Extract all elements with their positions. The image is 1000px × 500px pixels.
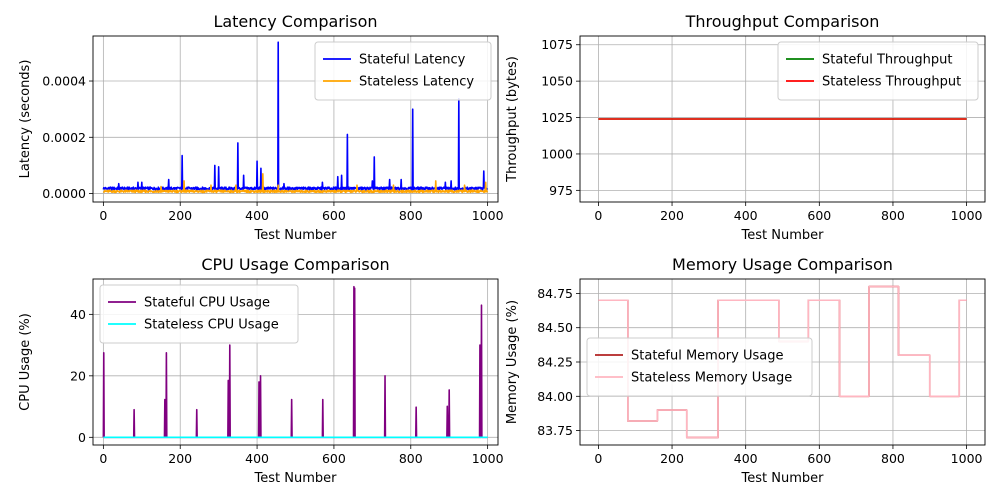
legend-label: Stateful CPU Usage bbox=[144, 296, 270, 311]
y-tick-label: 1025 bbox=[541, 110, 573, 125]
x-tick-label: 1000 bbox=[951, 208, 983, 223]
axes-frame bbox=[92, 278, 499, 446]
plot-area bbox=[102, 285, 488, 439]
chart-throughput: Throughput Comparison 0 200 400 600 800 1000 97… bbox=[505, 12, 986, 243]
legend-label: Stateless CPU Usage bbox=[144, 318, 279, 333]
y-axis-label: Throughput (bytes) bbox=[505, 56, 520, 183]
legend-box bbox=[777, 41, 979, 101]
x-tick-label: 400 bbox=[734, 208, 758, 223]
y-tick-label: 40 bbox=[70, 307, 86, 322]
x-tick-label: 0 bbox=[594, 208, 602, 223]
x-tick-label: 800 bbox=[399, 451, 423, 466]
series-line-0 bbox=[102, 41, 488, 191]
y-tick-label: 0.0004 bbox=[42, 74, 86, 89]
y-tick-label: 0 bbox=[78, 430, 86, 445]
y-tick-label: 975 bbox=[549, 183, 573, 198]
x-tick-label: 800 bbox=[881, 208, 905, 223]
x-axis-label: Test Number bbox=[254, 471, 338, 486]
y-tick-label: 84.75 bbox=[537, 286, 573, 301]
chart-latency: Latency Comparison 0 200 400 600 800 1000 0.000… bbox=[18, 12, 504, 243]
x-tick-label: 600 bbox=[807, 451, 831, 466]
legend-box bbox=[314, 41, 492, 101]
x-tick-label: 600 bbox=[322, 208, 346, 223]
series-line-1 bbox=[598, 285, 967, 439]
axes-frame bbox=[92, 35, 499, 203]
x-tick-label: 200 bbox=[168, 451, 192, 466]
y-axis-label: Latency (seconds) bbox=[18, 60, 33, 179]
legend: Stateful Throughput Stateless Throughput bbox=[777, 41, 979, 101]
y-tick-label: 1000 bbox=[541, 146, 573, 161]
y-tick-label: 84.25 bbox=[537, 355, 573, 370]
y-tick-label: 84.50 bbox=[537, 320, 573, 335]
x-axis-label: Test Number bbox=[254, 228, 338, 243]
x-axis-label: Test Number bbox=[741, 471, 825, 486]
x-tick-label: 200 bbox=[168, 208, 192, 223]
legend-box bbox=[99, 284, 299, 344]
chart-title: Memory Usage Comparison bbox=[672, 255, 893, 274]
x-axis-label: Test Number bbox=[741, 228, 825, 243]
y-tick-label: 20 bbox=[70, 368, 86, 383]
x-tick-label: 0 bbox=[594, 451, 602, 466]
plot-area bbox=[102, 41, 488, 194]
y-tick-label: 84.00 bbox=[537, 389, 573, 404]
legend-label: Stateless Latency bbox=[359, 75, 474, 90]
axes-frame bbox=[579, 35, 986, 203]
y-axis-label: Memory Usage (%) bbox=[505, 300, 520, 424]
legend: Stateful Latency Stateless Latency bbox=[314, 41, 492, 101]
x-tick-label: 1000 bbox=[472, 451, 504, 466]
legend-label: Stateful Latency bbox=[359, 53, 466, 68]
x-tick-label: 1000 bbox=[951, 451, 983, 466]
y-axis-label: CPU Usage (%) bbox=[18, 313, 33, 411]
x-tick-label: 1000 bbox=[472, 208, 504, 223]
y-tick-label: 83.75 bbox=[537, 423, 573, 438]
legend-label: Stateless Throughput bbox=[822, 75, 961, 90]
legend-box bbox=[586, 337, 813, 397]
chart-title: CPU Usage Comparison bbox=[201, 255, 389, 274]
x-tick-label: 0 bbox=[99, 451, 107, 466]
y-tick-label: 1075 bbox=[541, 37, 573, 52]
legend-label: Stateful Memory Usage bbox=[631, 349, 783, 364]
x-tick-label: 0 bbox=[99, 208, 107, 223]
x-tick-label: 200 bbox=[660, 451, 684, 466]
y-tick-label: 1050 bbox=[541, 74, 573, 89]
series-line-1 bbox=[102, 173, 488, 194]
y-tick-label: 0.0002 bbox=[42, 130, 86, 145]
axes-frame bbox=[579, 278, 986, 446]
legend-label: Stateless Memory Usage bbox=[631, 371, 792, 386]
x-tick-label: 600 bbox=[807, 208, 831, 223]
y-tick-label: 0.0000 bbox=[42, 186, 86, 201]
x-tick-label: 800 bbox=[881, 451, 905, 466]
chart-cpu: CPU Usage Comparison 0 200 400 600 800 1000 0 20… bbox=[18, 255, 504, 486]
plot-area bbox=[598, 285, 967, 439]
legend-label: Stateful Throughput bbox=[822, 53, 952, 68]
chart-memory: Memory Usage Comparison 0 200 400 600 800 1000… bbox=[505, 255, 986, 486]
x-tick-label: 200 bbox=[660, 208, 684, 223]
x-tick-label: 400 bbox=[245, 451, 269, 466]
x-tick-label: 800 bbox=[399, 208, 423, 223]
x-tick-label: 400 bbox=[245, 208, 269, 223]
legend: Stateful Memory Usage Stateless Memory Us… bbox=[586, 337, 813, 397]
chart-title: Latency Comparison bbox=[213, 12, 377, 31]
x-tick-label: 600 bbox=[322, 451, 346, 466]
legend: Stateful CPU Usage Stateless CPU Usage bbox=[99, 284, 299, 344]
x-tick-label: 400 bbox=[734, 451, 758, 466]
chart-title: Throughput Comparison bbox=[685, 12, 880, 31]
